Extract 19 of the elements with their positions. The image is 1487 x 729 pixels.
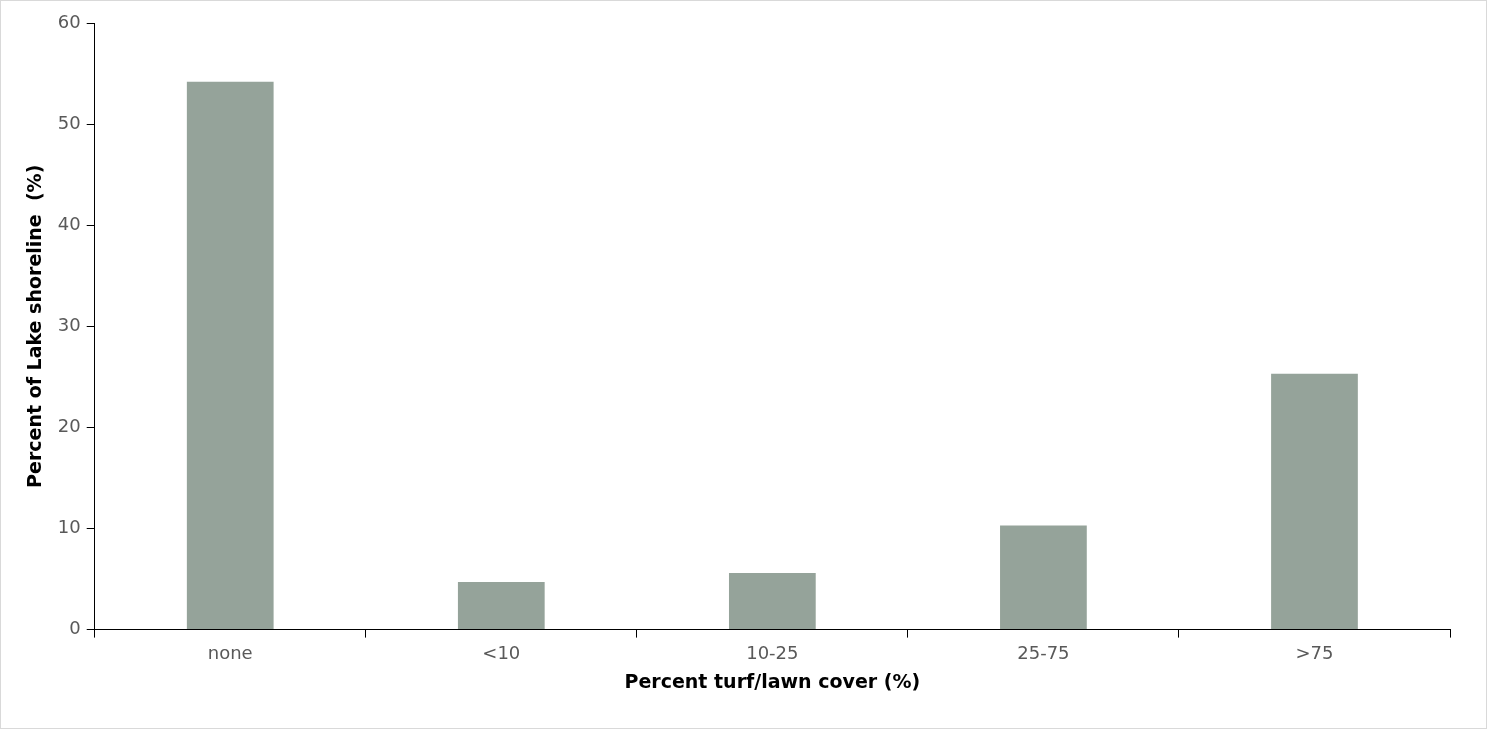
x-tick-label: 10-25 [746, 642, 799, 664]
y-tick-label: 50 [57, 111, 81, 133]
x-tick-label: none [207, 642, 253, 664]
bar [1271, 373, 1358, 630]
x-tick-label: 25-75 [1017, 642, 1070, 664]
bar [728, 572, 816, 630]
x-tick-label: >75 [1295, 642, 1334, 664]
bar [1000, 525, 1087, 630]
y-tick-label: 0 [69, 617, 81, 639]
bar [457, 582, 545, 630]
bar [186, 81, 274, 630]
y-axis-title: Percent of Lake shoreline (%) [23, 164, 46, 488]
y-tick-label: 20 [57, 415, 81, 437]
y-tick-label: 10 [57, 516, 81, 538]
y-tick-label: 30 [57, 313, 81, 335]
y-tick-label: 60 [57, 10, 81, 32]
x-axis-title: Percent turf/lawn cover (%) [624, 669, 921, 692]
x-tick-label: <10 [482, 642, 521, 664]
y-tick-label: 40 [57, 212, 81, 234]
